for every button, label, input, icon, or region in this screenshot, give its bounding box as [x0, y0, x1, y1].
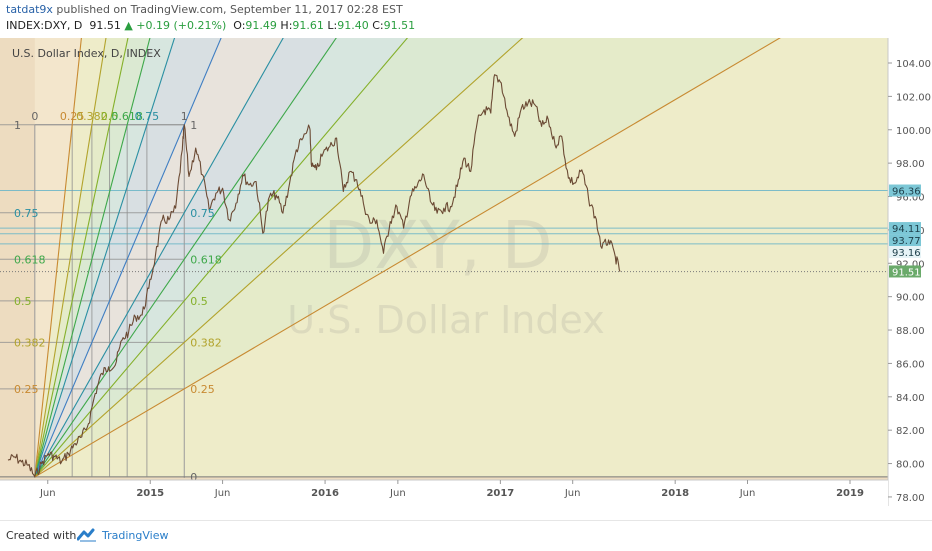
- open-label: O:: [233, 19, 246, 32]
- price-axis-tick-label: 84.00: [896, 393, 925, 404]
- price-axis-tick-label: 100.00: [896, 126, 931, 137]
- price-axis-tick-label: 96.00: [896, 193, 925, 204]
- high-value: 91.61: [292, 19, 324, 32]
- gann-price-label: 0.5: [190, 295, 208, 308]
- time-axis-tick-label: 2015: [136, 488, 164, 499]
- gann-time-label: 0.25: [60, 110, 85, 123]
- gann-time-label: 0.618: [111, 110, 143, 123]
- watermark-name: U.S. Dollar Index: [287, 298, 604, 342]
- chart-header: tatdat9x published on TradingView.com, S…: [0, 0, 932, 38]
- time-axis-tick-label: Jun: [39, 488, 56, 499]
- price-marker-box: [889, 222, 921, 235]
- price-marker-box: [889, 246, 921, 259]
- price-marker-label: 94.11: [892, 224, 921, 235]
- price-marker-label: 91.51: [892, 267, 921, 278]
- price-axis-tick-label: 102.00: [896, 92, 931, 103]
- gann-fan-lines: [34, 38, 781, 478]
- gann-fan-ray: [34, 38, 337, 478]
- gann-time-label: 1: [181, 110, 188, 123]
- time-axis-tick-label: 2017: [486, 488, 514, 499]
- price-axis-tick-label: 78.00: [896, 493, 925, 504]
- gann-price-label: 0.618: [190, 253, 222, 266]
- price-marker-box: [889, 184, 921, 197]
- watermark-ticker: DXY, D: [323, 207, 552, 284]
- gann-price-label: 0.5: [14, 295, 32, 308]
- price-change: +0.19 (+0.21%): [136, 19, 227, 32]
- gann-fan-ray: [34, 38, 284, 478]
- price-marker-label: 93.77: [892, 236, 921, 247]
- tradingview-brand[interactable]: TradingView: [102, 529, 169, 542]
- gann-time-label: 0: [31, 110, 38, 123]
- price-axis-tick-label: 92.00: [896, 259, 925, 270]
- time-axis-tick-label: Jun: [564, 488, 581, 499]
- gann-price-label: 1: [14, 119, 21, 132]
- price-axis-tick-label: 82.00: [896, 426, 925, 437]
- price-axis-tick-label: 104.00: [896, 59, 931, 70]
- gann-time-label: 0.5: [101, 110, 119, 123]
- low-label: L:: [327, 19, 338, 32]
- time-axis-tick-label: Jun: [214, 488, 231, 499]
- time-axis[interactable]: Jun 2015 Jun 2016 Jun 2017 Jun 2018 Jun 2019: [0, 479, 888, 506]
- open-value: 91.49: [245, 19, 277, 32]
- price-axis-tick-label: 80.00: [896, 460, 925, 471]
- gann-price-label: 0.618: [14, 253, 46, 266]
- price-axis-tick-label: 88.00: [896, 326, 925, 337]
- price-marker-label: 93.16: [892, 248, 921, 259]
- price-series: [7, 74, 621, 478]
- time-axis-tick-label: 2018: [661, 488, 689, 499]
- gann-time-label: 0.75: [135, 110, 160, 123]
- ohlc-line: INDEX:DXY, D 91.51 ▲ +0.19 (+0.21%) O:91…: [6, 19, 415, 32]
- last-price: 91.51: [89, 19, 121, 32]
- plot-area[interactable]: DXY, D U.S. Dollar Index 00.250.3820.50.…: [0, 38, 932, 506]
- gann-fan-band: [34, 38, 888, 477]
- gann-price-label: 0.382: [14, 336, 46, 349]
- price-axis-tick-label: 86.00: [896, 359, 925, 370]
- price-marker-label: 96.36: [892, 187, 921, 198]
- price-chart[interactable]: DXY, D U.S. Dollar Index 00.250.3820.50.…: [0, 38, 932, 520]
- footer: Created with TradingView: [0, 520, 932, 551]
- close-label: C:: [372, 19, 384, 32]
- close-value: 91.51: [383, 19, 416, 32]
- gann-price-label: 0.25: [190, 383, 215, 396]
- time-axis-tick-label: Jun: [739, 488, 756, 499]
- price-marker-box: [889, 265, 921, 278]
- horizontal-lines: [0, 190, 888, 273]
- gann-price-label: 0.25: [14, 383, 39, 396]
- gann-fan-ray: [34, 38, 524, 478]
- gann-price-label: 0.75: [14, 207, 39, 220]
- low-value: 91.40: [337, 19, 369, 32]
- up-arrow-icon: ▲: [124, 19, 133, 32]
- price-axis-tick-label: 98.00: [896, 159, 925, 170]
- chart-title: U.S. Dollar Index, D, INDEX: [12, 47, 161, 60]
- created-with-label: Created with: [6, 529, 77, 542]
- author-link[interactable]: tatdat9x: [6, 3, 53, 16]
- high-label: H:: [280, 19, 293, 32]
- publish-line: tatdat9x published on TradingView.com, S…: [6, 3, 403, 16]
- time-axis-background: [0, 480, 888, 506]
- price-line: [7, 74, 621, 478]
- symbol-label: INDEX:DXY, D: [6, 19, 83, 32]
- gann-fan-ray: [34, 38, 781, 478]
- gann-price-label: 0.382: [190, 336, 222, 349]
- gann-price-label: 0: [190, 471, 197, 484]
- time-axis-tick-label: 2016: [311, 488, 339, 499]
- time-axis-tick-label: Jun: [389, 488, 406, 499]
- gann-fan-grid: [0, 124, 888, 478]
- time-axis-tick-label: 2019: [836, 488, 864, 499]
- gann-price-label: 1: [190, 119, 197, 132]
- price-axis-tick-label: 90.00: [896, 293, 925, 304]
- gann-time-label: 0.382: [76, 110, 108, 123]
- publish-info: published on TradingView.com, September …: [56, 3, 403, 16]
- gann-fan-ray: [34, 38, 409, 478]
- gann-price-label: 0.75: [190, 207, 215, 220]
- price-marker-box: [889, 234, 921, 247]
- tradingview-logo-icon: [77, 528, 96, 542]
